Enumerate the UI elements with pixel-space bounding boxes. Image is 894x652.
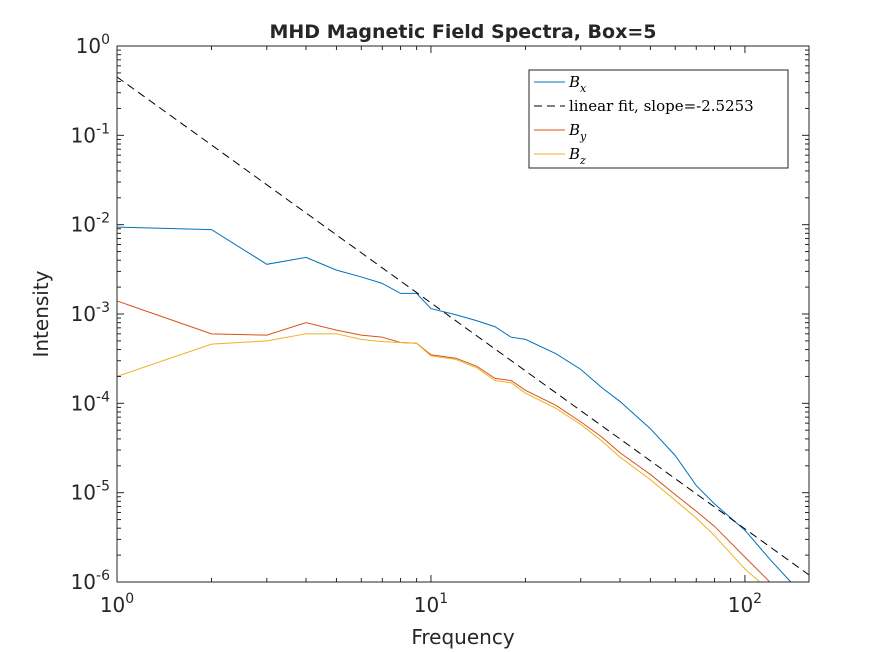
y-axis-label: Intensity: [29, 270, 53, 357]
series-layer: [117, 76, 809, 582]
legend-entry-label: linear fit, slope=-2.5253: [569, 97, 754, 115]
series-line-bx: [117, 226, 792, 582]
y-tick-label: 10-5: [71, 479, 110, 505]
y-tick-label: 10-1: [71, 121, 110, 147]
x-tick-label: 102: [728, 591, 762, 617]
chart-title: MHD Magnetic Field Spectra, Box=5: [270, 21, 657, 43]
x-tick-label: 100: [100, 591, 134, 617]
legend-box: [528, 69, 789, 169]
y-tick-label: 10-3: [71, 300, 110, 326]
y-tick-label: 10-4: [71, 389, 111, 415]
x-tick-label: 101: [414, 591, 448, 617]
ticks-layer: 100 101 102 100 10-1 10-2 10-3 10-4 10-5 10-6: [71, 32, 809, 617]
legend-entry-label: By: [568, 121, 587, 143]
x-axis-label: Frequency: [411, 625, 514, 649]
y-tick-label: 10-6: [71, 568, 111, 594]
plot-frame: [116, 45, 810, 583]
y-tick-label: 100: [76, 32, 110, 58]
legend-entry-label: Bx: [568, 73, 587, 95]
y-tick-label: 10-2: [71, 211, 110, 237]
series-line-bz: [117, 333, 761, 582]
legend-entry-label: Bz: [568, 145, 586, 167]
series-line-by: [117, 300, 771, 582]
